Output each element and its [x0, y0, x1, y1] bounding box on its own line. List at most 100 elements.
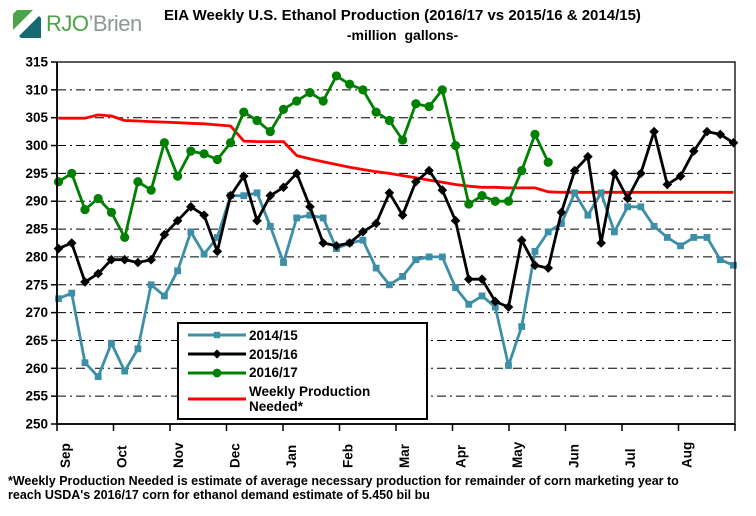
data-point-marker — [106, 207, 117, 217]
data-point-marker — [134, 345, 142, 353]
data-point-marker — [319, 214, 327, 222]
y-tick-label-315: 315 — [25, 55, 48, 70]
data-point-marker — [199, 210, 209, 220]
data-point-marker — [121, 367, 129, 375]
data-point-marker — [505, 362, 512, 369]
data-point-marker — [399, 273, 407, 280]
data-point-marker — [398, 135, 408, 145]
data-point-marker — [265, 190, 276, 201]
legend-swatch-weekly-production-needed — [188, 397, 246, 401]
data-point-marker — [675, 171, 686, 181]
data-point-marker — [477, 191, 487, 201]
logo-text-brien: ’Brien — [88, 11, 143, 36]
data-point-marker — [81, 359, 89, 367]
data-point-marker — [159, 229, 170, 240]
y-tick-label-285: 285 — [25, 222, 48, 237]
y-tick-label-250: 250 — [25, 417, 48, 432]
data-point-marker — [160, 292, 168, 300]
y-tick-label-280: 280 — [25, 249, 48, 264]
data-point-marker — [662, 179, 673, 190]
data-point-marker — [53, 243, 64, 254]
data-point-marker — [358, 227, 368, 237]
x-month-label-Aug: Aug — [680, 442, 695, 468]
data-point-marker — [411, 176, 421, 187]
data-point-marker — [291, 168, 302, 179]
y-tick-label-255: 255 — [25, 389, 48, 404]
data-point-marker — [239, 107, 249, 117]
data-point-marker — [596, 238, 606, 248]
data-point-marker — [213, 234, 221, 241]
data-point-marker — [186, 146, 196, 156]
legend-item-2015-16: 2015/16 — [186, 347, 426, 362]
data-point-marker — [424, 101, 434, 112]
data-point-marker — [452, 284, 459, 291]
data-point-marker — [503, 302, 514, 312]
legend-item-2016-17: 2016/17 — [186, 365, 426, 380]
data-point-marker — [715, 129, 726, 140]
data-point-marker — [490, 196, 500, 206]
data-point-marker — [133, 257, 143, 268]
rjo-brien-logo-text: RJO’Brien — [46, 11, 142, 37]
data-point-marker — [66, 238, 77, 248]
data-point-marker — [716, 256, 724, 264]
legend-swatch-2015-16 — [188, 349, 246, 359]
data-point-marker — [531, 247, 539, 255]
data-point-marker — [609, 168, 620, 179]
y-tick-label-290: 290 — [25, 194, 48, 209]
data-point-marker — [490, 296, 501, 307]
data-point-marker — [318, 238, 328, 248]
data-point-marker — [517, 166, 527, 176]
x-month-label-Jan: Jan — [284, 445, 299, 468]
data-point-marker — [384, 115, 394, 126]
rjo-brien-logo-icon — [12, 9, 42, 39]
data-point-marker — [649, 126, 659, 137]
x-month-label-Jul: Jul — [623, 448, 638, 468]
logo-text-rjo: RJO — [46, 11, 89, 36]
data-point-marker — [544, 228, 552, 236]
data-point-marker — [318, 96, 328, 106]
data-point-marker — [663, 234, 671, 241]
data-point-marker — [584, 211, 592, 219]
data-point-marker — [252, 215, 262, 226]
chart-subtitle: -million gallons- — [346, 27, 459, 43]
data-point-marker — [571, 189, 579, 197]
data-point-marker — [450, 140, 461, 151]
legend-item-2014-15: 2014/15 — [186, 328, 426, 343]
data-point-marker — [622, 193, 633, 204]
footnote: *Weekly Production Needed is estimate of… — [8, 474, 748, 503]
legend: 2014/15 2015/16 2016/17 Weekly Productio… — [177, 322, 428, 420]
y-tick-label-275: 275 — [25, 277, 48, 292]
legend-swatch-2016-17 — [188, 368, 246, 378]
data-point-marker — [463, 274, 474, 284]
legend-label-weekly-production-needed: Weekly Production Needed* — [249, 384, 371, 415]
footnote-line-1: *Weekly Production Needed is estimate of… — [8, 474, 679, 488]
data-point-marker — [384, 188, 395, 198]
data-point-marker — [93, 193, 103, 204]
data-point-marker — [359, 236, 367, 244]
data-point-marker — [305, 202, 315, 212]
x-month-label-Nov: Nov — [171, 442, 186, 468]
data-point-marker — [412, 256, 420, 264]
data-point-marker — [306, 211, 314, 219]
data-point-marker — [730, 261, 737, 269]
data-point-marker — [597, 189, 605, 197]
title-block: EIA Weekly U.S. Ethanol Production (2016… — [130, 7, 675, 43]
x-month-label-Oct: Oct — [115, 445, 130, 468]
data-point-marker — [200, 250, 208, 258]
data-point-marker — [93, 268, 104, 279]
data-point-marker — [688, 146, 699, 156]
data-point-marker — [172, 215, 183, 226]
data-point-marker — [146, 254, 156, 265]
data-point-marker — [278, 104, 289, 114]
data-point-marker — [372, 264, 380, 272]
data-point-marker — [478, 292, 486, 300]
data-point-marker — [464, 199, 474, 209]
data-point-marker — [94, 373, 102, 381]
data-point-marker — [530, 260, 540, 271]
x-month-label-Sep: Sep — [58, 443, 73, 468]
x-month-label-Mar: Mar — [397, 443, 412, 468]
x-month-label-Apr: Apr — [454, 444, 469, 468]
data-point-marker — [569, 165, 580, 176]
data-point-marker — [491, 303, 499, 311]
